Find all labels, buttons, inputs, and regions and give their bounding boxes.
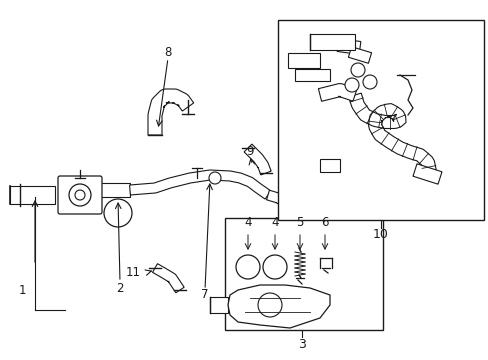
Polygon shape: [412, 164, 441, 184]
Bar: [224, 218, 382, 330]
Circle shape: [236, 255, 260, 279]
Text: 2: 2: [116, 282, 123, 294]
Text: 11: 11: [125, 266, 140, 279]
Text: 6: 6: [321, 216, 328, 229]
Polygon shape: [286, 211, 309, 240]
Circle shape: [362, 75, 376, 89]
Circle shape: [75, 190, 85, 200]
Text: 3: 3: [298, 338, 305, 351]
Bar: [278, 20, 483, 220]
Text: 1: 1: [18, 284, 26, 297]
Polygon shape: [227, 285, 329, 328]
Text: 5: 5: [296, 216, 303, 229]
Polygon shape: [319, 158, 339, 171]
Polygon shape: [129, 170, 270, 199]
Polygon shape: [336, 39, 360, 54]
Polygon shape: [348, 47, 371, 63]
Text: 4: 4: [244, 216, 251, 229]
Circle shape: [69, 184, 91, 206]
Circle shape: [350, 63, 364, 77]
Polygon shape: [348, 93, 435, 173]
Polygon shape: [100, 183, 130, 197]
Polygon shape: [309, 34, 354, 50]
Text: 7: 7: [201, 288, 208, 302]
Circle shape: [208, 172, 221, 184]
Polygon shape: [318, 84, 356, 101]
Polygon shape: [287, 53, 319, 68]
Polygon shape: [152, 264, 184, 293]
Circle shape: [263, 255, 286, 279]
Polygon shape: [209, 297, 227, 313]
Polygon shape: [266, 190, 296, 216]
Text: 9: 9: [246, 145, 253, 158]
Polygon shape: [148, 89, 193, 135]
Text: 8: 8: [164, 45, 171, 58]
FancyBboxPatch shape: [58, 176, 102, 214]
Text: 10: 10: [372, 228, 388, 240]
Circle shape: [258, 293, 282, 317]
Polygon shape: [10, 186, 55, 204]
Polygon shape: [294, 69, 329, 81]
Circle shape: [104, 199, 132, 227]
Text: 4: 4: [271, 216, 278, 229]
Polygon shape: [244, 144, 270, 175]
Circle shape: [345, 78, 358, 92]
